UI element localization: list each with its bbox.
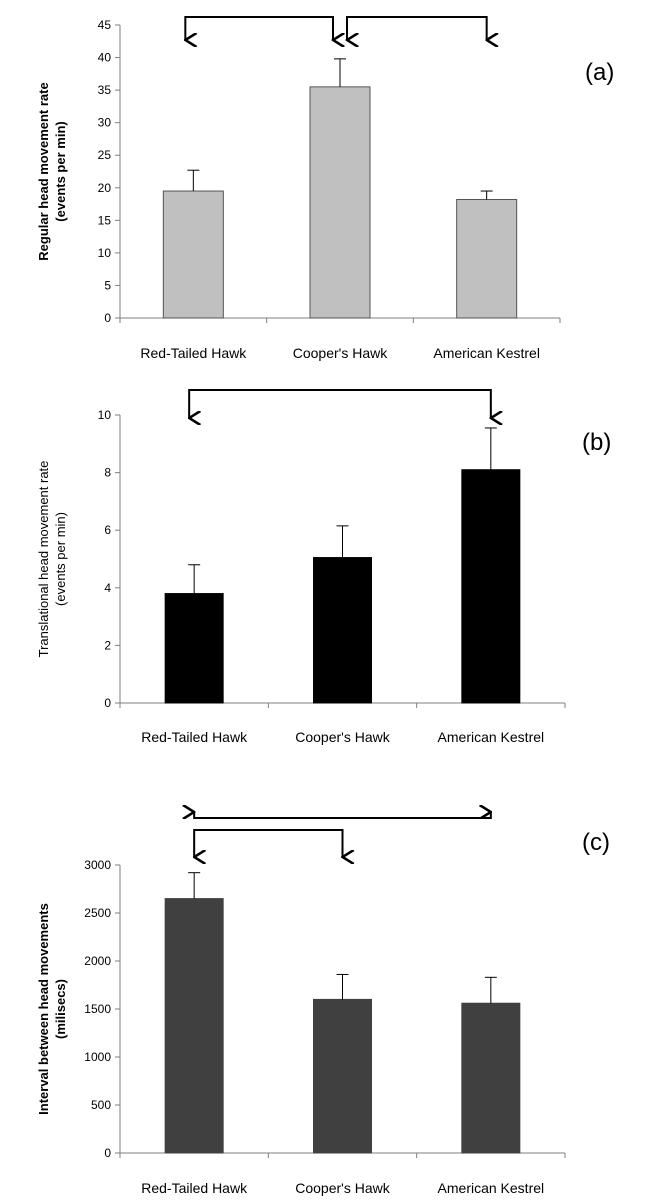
category-label: American Kestrel: [438, 1180, 545, 1196]
y-tick-label: 0: [104, 311, 111, 325]
y-tick-label: 8: [104, 466, 111, 480]
category-label: Cooper's Hawk: [295, 1180, 390, 1196]
bar: [313, 557, 372, 704]
significance-bracket: [347, 16, 487, 40]
y-tick-label: 35: [98, 83, 112, 97]
category-label: Red-Tailed Hawk: [141, 1180, 248, 1196]
y-axis-label: Regular head movement rate: [36, 82, 51, 260]
y-axis-label: Translational head movement rate: [36, 461, 51, 658]
y-axis-label: Interval between head movements: [36, 903, 51, 1115]
chart-panel-1: 0 5 10 15 20 25 30 35 40 45 Red-Tailed Hawk Cooper'…: [36, 16, 614, 361]
bar: [309, 86, 371, 319]
y-tick-label: 1000: [84, 1050, 111, 1064]
y-tick-label: 500: [91, 1098, 111, 1112]
y-tick-label: 40: [98, 51, 112, 65]
y-tick-label: 2000: [84, 954, 111, 968]
y-tick-label: 30: [98, 116, 112, 130]
y-tick-label: 15: [98, 213, 112, 227]
bar: [164, 898, 224, 1154]
y-tick-label: 45: [98, 18, 112, 32]
panel-label: (b): [582, 429, 611, 456]
y-axis-label-units: (milisecs): [53, 979, 68, 1039]
significance-bracket: [194, 829, 342, 857]
category-label: Red-Tailed Hawk: [141, 729, 248, 745]
chart-panel-2: 0 2 4 6 8 10 Red-Tailed Hawk Cooper's Hawk Ameri…: [36, 389, 611, 745]
y-tick-label: 3000: [84, 858, 111, 872]
category-label: Cooper's Hawk: [295, 729, 390, 745]
bar: [461, 469, 521, 704]
y-tick-label: 4: [104, 581, 111, 595]
bar: [461, 1002, 521, 1154]
significance-bracket: [194, 812, 491, 819]
y-tick-label: 1500: [84, 1002, 111, 1016]
category-label: Red-Tailed Hawk: [140, 345, 247, 361]
bar: [162, 190, 224, 319]
y-tick-label: 20: [98, 181, 112, 195]
y-tick-label: 0: [104, 696, 111, 710]
y-tick-label: 10: [98, 246, 112, 260]
chart-panel-3: 0 500 1000 1500 2000 2500 3000 Red-Tailed Hawk C…: [36, 812, 610, 1196]
y-tick-label: 6: [104, 523, 111, 537]
significance-bracket: [185, 16, 333, 40]
category-label: American Kestrel: [433, 345, 540, 361]
bar: [313, 998, 372, 1154]
category-label: Cooper's Hawk: [293, 345, 388, 361]
y-tick-label: 5: [104, 278, 111, 292]
y-tick-label: 2500: [84, 906, 111, 920]
bar: [456, 198, 518, 319]
bar: [164, 593, 224, 704]
significance-bracket: [189, 389, 491, 418]
y-axis-label-units: (events per min): [53, 121, 68, 221]
y-tick-label: 2: [104, 638, 111, 652]
y-tick-label: 25: [98, 148, 112, 162]
y-tick-label: 0: [104, 1146, 111, 1160]
y-tick-label: 10: [98, 408, 112, 422]
category-label: American Kestrel: [438, 729, 545, 745]
panel-label: (a): [585, 59, 614, 86]
y-axis-label-units: (events per min): [53, 512, 68, 606]
panel-label: (c): [582, 829, 610, 856]
